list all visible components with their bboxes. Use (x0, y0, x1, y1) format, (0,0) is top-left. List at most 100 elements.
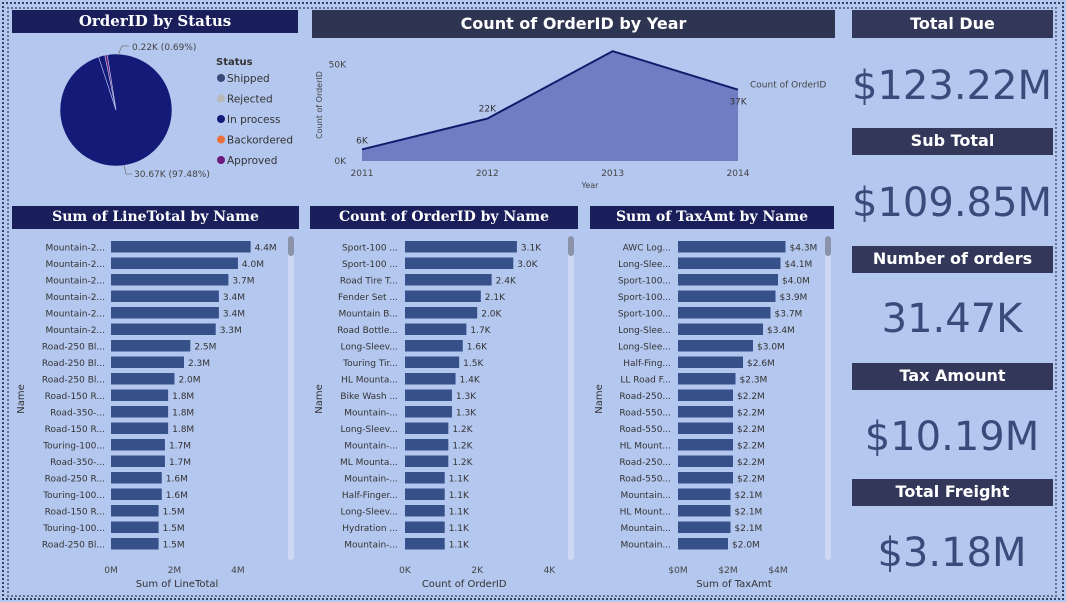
bar (405, 505, 445, 517)
bar-data-label: 4.0M (242, 260, 264, 270)
bar-data-label: 1.7K (470, 326, 491, 336)
bar-data-label: 1.1K (449, 491, 470, 501)
year-xtick-2011: 2011 (351, 169, 374, 179)
bar-category-label: Road-550... (619, 425, 671, 435)
bar-data-label: $3.9M (780, 293, 808, 303)
linetotal-bar-chart[interactable]: Mountain-2... 4.4M Mountain-2... 4.0M Mounta… (12, 234, 298, 592)
bar-category-label: Touring-100... (42, 491, 105, 501)
bar-category-label: Sport-100... (618, 293, 671, 303)
year-xlabel: Year (581, 181, 600, 190)
bar-data-label: $2.0M (732, 541, 760, 551)
bar (405, 406, 452, 418)
legend-marker-shipped (217, 74, 225, 82)
bar (678, 488, 731, 500)
bar (405, 323, 467, 335)
status-pie-chart[interactable]: 0.22K (0.69%) 30.67K (97.48%) Status Shippe… (12, 38, 312, 188)
bar-xtick: $0M (668, 566, 687, 576)
bar (111, 439, 165, 451)
bar-data-label: $2.6M (747, 359, 775, 369)
bar-category-label: Touring-100... (42, 442, 105, 452)
linetotal-scrollbar[interactable] (288, 236, 294, 560)
year-xtick-2012: 2012 (476, 169, 499, 179)
bar (111, 422, 169, 434)
bar-xtick: $2M (718, 566, 737, 576)
bar (111, 538, 159, 550)
legend-marker-approved (217, 156, 225, 164)
bar (405, 472, 445, 484)
bar (111, 274, 229, 286)
bar-data-label: $3.4M (767, 326, 795, 336)
bar-data-label: $2.2M (737, 475, 765, 485)
bar-data-label: 1.5M (163, 541, 185, 551)
bar (678, 257, 781, 269)
bar-data-label: $2.2M (737, 425, 765, 435)
legend-marker-in-process (217, 115, 225, 123)
bar-axis-xlabel: Sum of LineTotal (136, 579, 219, 590)
bar-data-label: 2.4K (496, 277, 517, 287)
taxamt-scrollbar[interactable] (825, 236, 831, 560)
bar-category-label: Hydration ... (342, 524, 398, 534)
bar-data-label: 2.0K (481, 310, 502, 320)
ordercount-bar-chart[interactable]: Sport-100 ... 3.1K Sport-100 ... 3.0K Road T… (310, 234, 578, 592)
bar-category-label: ML Mounta... (340, 458, 398, 468)
year-ytick-0: 0K (334, 157, 347, 167)
bar-data-label: $4.1M (785, 260, 813, 270)
taxamt-title: Sum of TaxAmt by Name (590, 206, 834, 229)
bar-category-label: Mountain B... (338, 310, 398, 320)
ordercount-scrollbar[interactable] (568, 236, 574, 560)
bar-category-label: Sport-100... (618, 310, 671, 320)
bar-axis-ylabel: Name (594, 384, 605, 414)
bar-xtick: 0M (104, 566, 118, 576)
kpi-title-total-freight: Total Freight (852, 479, 1053, 506)
bar-category-label: Mountain-2... (46, 244, 105, 254)
ordercount-scroll-thumb[interactable] (568, 236, 574, 256)
bar (111, 241, 251, 253)
linetotal-title: Sum of LineTotal by Name (12, 206, 299, 229)
bar-xtick: 2K (471, 566, 484, 576)
bar (405, 422, 449, 434)
year-area-chart[interactable]: 0K 50K Count of OrderID 2011 2012 2013 2014 Yea… (312, 45, 835, 193)
bar (405, 455, 449, 467)
bar (405, 307, 478, 319)
bar-category-label: Mountain-... (344, 442, 398, 452)
bar-data-label: 3.4M (223, 293, 245, 303)
bar-data-label: $2.2M (737, 392, 765, 402)
kpi-title-total-due: Total Due (852, 10, 1053, 38)
bar-data-label: 1.5K (463, 359, 484, 369)
bar-category-label: Sport-100 ... (342, 244, 398, 254)
kpi-value-total-due: $123.22M (852, 63, 1052, 109)
bar (111, 373, 175, 385)
kpi-value-sub-total: $109.85M (852, 180, 1052, 226)
bar-category-label: Long-Slee... (618, 260, 671, 270)
bar-category-label: LL Road F... (620, 376, 671, 386)
bar (405, 340, 463, 352)
bar-data-label: 2.3M (188, 359, 210, 369)
bar-data-label: 1.6M (166, 491, 188, 501)
bar (405, 290, 481, 302)
bar-category-label: Road-250 Bl... (42, 376, 105, 386)
legend-label-approved: Approved (227, 155, 277, 167)
taxamt-bar-chart[interactable]: AWC Log... $4.3M Long-Slee... $4.1M Sport-10… (590, 234, 834, 592)
bar-data-label: 1.1K (449, 508, 470, 518)
bar (111, 323, 216, 335)
bar (678, 241, 786, 253)
bar (111, 505, 159, 517)
bar-category-label: Sport-100 ... (342, 260, 398, 270)
bar (405, 389, 452, 401)
bar-data-label: 1.4K (460, 376, 481, 386)
bar-category-label: Long-Slee... (618, 343, 671, 353)
bar-xtick: $4M (768, 566, 787, 576)
bar-data-label: 1.7M (169, 458, 191, 468)
bar-category-label: Mountain-2... (46, 277, 105, 287)
bar-data-label: $2.1M (735, 524, 763, 534)
bar (405, 538, 445, 550)
bar-category-label: Sport-100... (618, 277, 671, 287)
linetotal-scroll-thumb[interactable] (288, 236, 294, 256)
bar-category-label: Mountain... (620, 524, 671, 534)
taxamt-scroll-thumb[interactable] (825, 236, 831, 256)
bar (678, 307, 771, 319)
bar (111, 257, 238, 269)
bar (111, 521, 159, 533)
bar-category-label: Road-550... (619, 475, 671, 485)
